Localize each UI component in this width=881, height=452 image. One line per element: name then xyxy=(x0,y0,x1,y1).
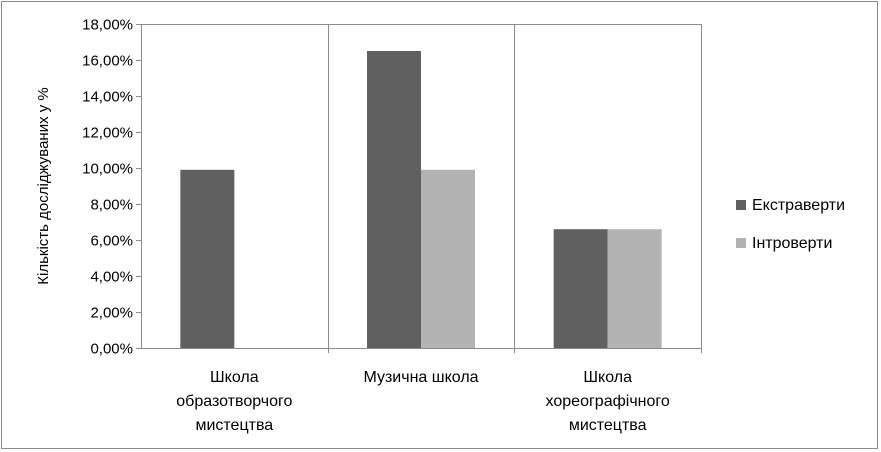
axes xyxy=(136,24,702,353)
category-label: мистецтва xyxy=(569,417,647,434)
legend-swatch-0 xyxy=(736,200,746,210)
y-tick-label: 12,00% xyxy=(82,125,133,142)
category-label: Музична школа xyxy=(363,369,478,386)
y-tick-label: 8,00% xyxy=(90,197,133,214)
category-label: хореографічного xyxy=(546,393,670,410)
legend-label-1: Інтроверти xyxy=(752,235,832,252)
bar-extraverts-0 xyxy=(180,169,235,348)
y-tick-label: 14,00% xyxy=(82,89,133,106)
category-labels: Школа образотворчого мистецтва Музична школ… xyxy=(176,369,670,434)
category-label: Школа xyxy=(583,369,632,386)
y-tick-labels: 0,00% 2,00% 4,00% 6,00% 8,00% 10,00% 12,00% 14,… xyxy=(82,17,133,358)
bar-introverts-1 xyxy=(421,169,475,348)
y-tick-label: 16,00% xyxy=(82,53,133,70)
grid-lines xyxy=(141,24,702,348)
y-tick-label: 2,00% xyxy=(90,305,133,322)
y-tick-label: 6,00% xyxy=(90,233,133,250)
legend: Екстраверти Інтроверти xyxy=(736,197,845,252)
category-label: образотворчого xyxy=(176,393,292,410)
y-tick-label: 10,00% xyxy=(82,161,133,178)
y-axis-label: Кількість досліджуваних у % xyxy=(35,87,52,285)
bar-introverts-2 xyxy=(607,229,662,348)
y-tick-label: 0,00% xyxy=(90,341,133,358)
y-tick-label: 4,00% xyxy=(90,269,133,286)
bar-extraverts-2 xyxy=(553,229,608,348)
category-label: Школа xyxy=(210,369,259,386)
legend-label-0: Екстраверти xyxy=(752,197,845,214)
bars xyxy=(180,51,662,348)
category-label: мистецтва xyxy=(195,417,273,434)
legend-swatch-1 xyxy=(736,238,746,248)
y-tick-label: 18,00% xyxy=(82,17,133,34)
bar-extraverts-1 xyxy=(367,51,421,348)
